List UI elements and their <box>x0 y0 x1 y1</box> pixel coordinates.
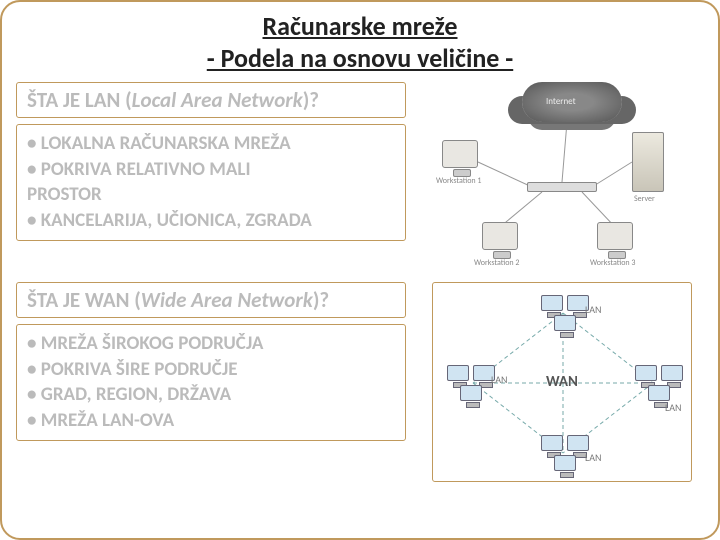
lan-bottom-pc3-icon <box>554 455 576 471</box>
internet-cloud-icon: Internet <box>522 82 622 122</box>
lan-section: ŠTA JE LAN (Local Area Network)? • LOKAL… <box>16 82 704 272</box>
lan-bottom-pc2-icon <box>567 435 589 451</box>
wan-left-col: ŠTA JE WAN (Wide Area Network)? • MREŽA … <box>16 282 416 441</box>
wan-section: ŠTA JE WAN (Wide Area Network)? • MREŽA … <box>16 282 704 482</box>
workstation3-label: Workstation 3 <box>590 258 635 268</box>
lan-question-prefix: ŠTA JE LAN ( <box>27 87 132 113</box>
lan-bullet-1: • POKRIVA RELATIVNO MALI <box>27 157 395 183</box>
lan-bullet-0: • LOKALNA RAČUNARSKA MREŽA <box>27 131 395 157</box>
workstation1-label: Workstation 1 <box>436 176 481 186</box>
wan-bullet-0: • MREŽA ŠIROKOG PODRUČJA <box>27 331 395 357</box>
lan-top-pc3-icon <box>554 315 576 331</box>
wan-bullet-3: • MREŽA LAN-OVA <box>27 408 395 434</box>
slide-frame: Računarske mreže - Podela na osnovu veli… <box>0 0 720 540</box>
lan-question-box: ŠTA JE LAN (Local Area Network)? <box>16 82 406 118</box>
cloud-label: Internet <box>546 96 576 107</box>
lan-question-italic: Local Area Network <box>132 87 303 113</box>
lan-left-col: ŠTA JE LAN (Local Area Network)? • LOKAL… <box>16 82 416 241</box>
wan-question-box: ŠTA JE WAN (Wide Area Network)? <box>16 282 406 318</box>
title-line2: - Podela na osnovu veličine - <box>16 42 704 74</box>
wan-question-italic: Wide Area Network <box>141 287 313 313</box>
workstation3-icon <box>597 222 633 250</box>
wan-diagram: LAN LAN LAN LAN WAN <box>432 282 692 482</box>
wan-center-label: WAN <box>546 373 578 391</box>
lan-answer-box: • LOKALNA RAČUNARSKA MREŽA • POKRIVA REL… <box>16 124 406 241</box>
lan-right-label: LAN <box>665 401 681 414</box>
wan-answer-box: • MREŽA ŠIROKOG PODRUČJA • POKRIVA ŠIRE … <box>16 324 406 441</box>
lan-question-suffix: )? <box>303 87 319 113</box>
wan-bullet-2: • GRAD, REGION, DRŽAVA <box>27 382 395 408</box>
wan-question-prefix: ŠTA JE WAN ( <box>27 287 141 313</box>
workstation2-label: Workstation 2 <box>474 258 519 268</box>
lan-top-pc1-icon <box>541 295 563 311</box>
title-block: Računarske mreže - Podela na osnovu veli… <box>16 10 704 74</box>
lan-right-pc2-icon <box>661 365 683 381</box>
title-line1: Računarske mreže <box>16 10 704 42</box>
wan-bullet-1: • POKRIVA ŠIRE PODRUČJE <box>27 357 395 383</box>
workstation1-icon <box>442 140 478 168</box>
lan-bullet-2: PROSTOR <box>27 182 395 208</box>
lan-left-pc1-icon <box>447 365 469 381</box>
lan-right-pc3-icon <box>648 385 670 401</box>
server-icon <box>632 132 664 192</box>
lan-bottom-label: LAN <box>585 451 601 464</box>
wan-question-suffix: )? <box>313 287 329 313</box>
lan-bottom-pc1-icon <box>541 435 563 451</box>
lan-left-label: LAN <box>491 373 507 386</box>
lan-top-label: LAN <box>585 303 601 316</box>
lan-diagram-col: Internet Workstation 1 Server Workstatio… <box>432 82 704 272</box>
wan-diagram-col: LAN LAN LAN LAN WAN <box>432 282 704 482</box>
lan-diagram: Internet Workstation 1 Server Workstatio… <box>432 82 692 272</box>
workstation2-icon <box>482 222 518 250</box>
server-label: Server <box>634 194 655 204</box>
lan-bullet-3: • KANCELARIJA, UČIONICA, ZGRADA <box>27 208 395 234</box>
lan-right-pc1-icon <box>635 365 657 381</box>
lan-left-pc3-icon <box>460 385 482 401</box>
hub-icon <box>527 182 597 192</box>
